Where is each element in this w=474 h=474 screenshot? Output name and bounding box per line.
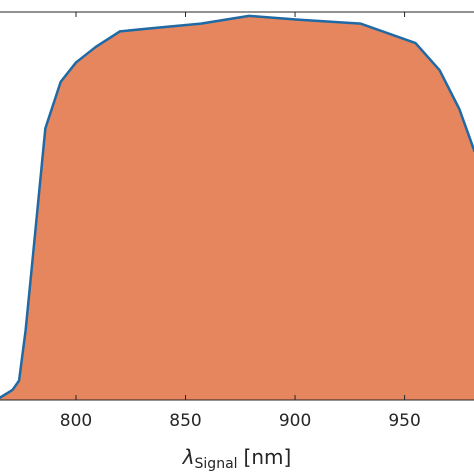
x-label-subscript: Signal: [195, 456, 238, 472]
line: [0, 14, 474, 400]
x-tick-label: 850: [169, 411, 201, 431]
x-label-unit: [nm]: [244, 445, 292, 469]
x-label-symbol: λ: [182, 445, 195, 469]
x-tick-label: 950: [388, 411, 420, 431]
x-axis-label: λSignal [nm]: [182, 445, 292, 473]
area: [0, 15, 474, 400]
x-tick-label: 800: [60, 411, 92, 431]
x-tick-label: 900: [279, 411, 311, 431]
